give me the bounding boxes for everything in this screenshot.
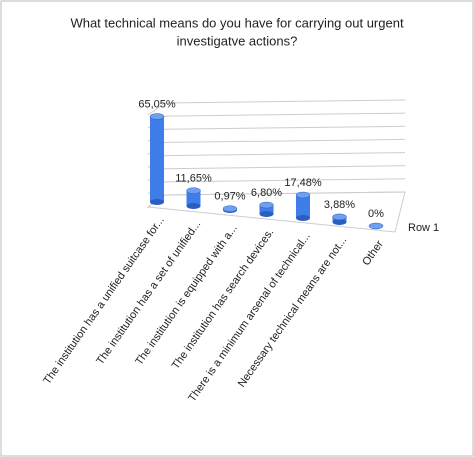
bar-top <box>222 205 238 212</box>
bar-bottom <box>186 203 201 209</box>
grid-line <box>147 102 166 116</box>
bar <box>259 205 274 214</box>
grid-line <box>164 152 406 157</box>
value-label: 3,88% <box>324 199 355 211</box>
value-label: 65,05% <box>138 98 176 110</box>
bar-top <box>368 222 384 230</box>
grid-line <box>164 112 406 117</box>
bar-top <box>149 113 165 120</box>
grid-line <box>164 178 406 183</box>
grid-line <box>164 138 406 143</box>
bar <box>186 190 201 206</box>
grid-line <box>164 165 406 170</box>
value-label: 6,80% <box>251 187 282 199</box>
chart-title: investigatve actions? <box>177 33 298 48</box>
value-label: 0% <box>368 208 384 220</box>
bar-bottom <box>259 211 274 217</box>
value-label: 11,65% <box>175 173 212 185</box>
bar-bottom <box>332 219 347 225</box>
value-label: 0,97% <box>214 191 245 203</box>
legend-label: Row 1 <box>408 222 439 234</box>
bar-top <box>259 201 274 209</box>
grid-line <box>164 125 406 130</box>
bar-bottom <box>150 199 164 205</box>
bar <box>296 195 310 218</box>
bar-top <box>295 191 311 199</box>
bar-top <box>186 187 201 194</box>
bar-top <box>332 213 347 221</box>
grid-line <box>164 99 406 104</box>
bar <box>150 116 164 202</box>
value-label: 17,48% <box>284 177 322 189</box>
bar-bottom <box>296 215 310 221</box>
chart-title: What technical means do you have for car… <box>70 15 404 30</box>
